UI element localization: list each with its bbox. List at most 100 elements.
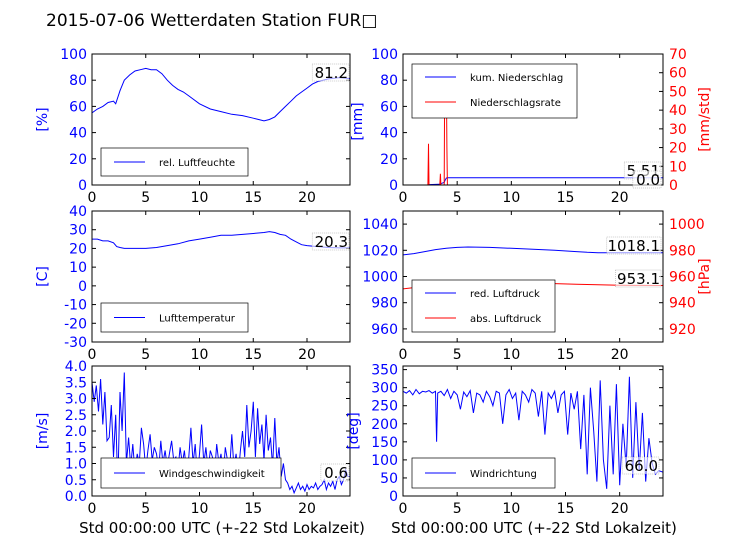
y-right-tick-label: 60 (669, 66, 687, 82)
y-tick-label: 1.0 (65, 457, 87, 473)
y-right-axis-label: [hPa] (697, 258, 713, 294)
last-value-box (606, 236, 662, 255)
y-tick-label: 100 (371, 47, 398, 63)
y-right-tick-label: 920 (669, 322, 696, 338)
y-right-tick-label: 70 (669, 47, 687, 63)
series-line-precip-1 (403, 68, 663, 185)
y-right-tick-label: 940 (669, 296, 696, 312)
y-right-tick-label: 10 (669, 159, 687, 175)
y-axis-label: [deg] (346, 412, 362, 449)
series-line-pressure-0 (403, 246, 663, 256)
y-right-tick-label: 980 (669, 243, 696, 259)
y-tick-label: 150 (371, 435, 398, 451)
y-right-tick-label: 20 (669, 141, 687, 157)
last-value-label: 0.0 (636, 171, 660, 189)
y-tick-label: 60 (380, 99, 398, 115)
last-value-box (311, 232, 350, 251)
y-tick-label: -20 (64, 316, 87, 332)
y-right-tick-label: 1000 (669, 217, 705, 233)
y-tick-label: 40 (69, 126, 87, 142)
y-right-tick-label: 0 (669, 178, 678, 194)
legend-box (411, 279, 556, 333)
y-axis-label: [mm] (350, 102, 366, 140)
last-value-box (621, 456, 660, 475)
y-axis-label: [%] (35, 107, 51, 131)
last-value-label: 81.2 (315, 64, 348, 82)
y-right-tick-label: 40 (669, 103, 687, 119)
y-right-tick-label: 960 (669, 270, 696, 286)
x-tick-label: 15 (557, 501, 575, 517)
x-tick-label: 0 (88, 501, 97, 517)
y-tick-label: 60 (69, 99, 87, 115)
last-value-label: 66.0 (625, 457, 658, 475)
x-tick-label: 10 (502, 347, 520, 363)
panel-precip: 0 5 10 15 20 0 20 40 60 80 100 0 10 20 30 40 50 60 70 [mm] [… (350, 47, 713, 206)
axes-frame-humidity (91, 53, 351, 186)
series-line-humidity-0 (92, 67, 350, 122)
legend-entry-label: abs. Luftdruck (470, 314, 541, 325)
x-tick-label: 0 (88, 190, 97, 206)
y-tick-label: 0.0 (65, 489, 87, 505)
last-value-box (632, 170, 662, 189)
y-tick-label: 100 (60, 47, 87, 63)
x-tick-label: 0 (88, 347, 97, 363)
y-tick-label: 350 (371, 363, 398, 379)
y-tick-label: -10 (64, 298, 87, 314)
x-tick-label: 0 (399, 501, 408, 517)
x-tick-label: 15 (244, 501, 262, 517)
x-tick-label: 15 (557, 347, 575, 363)
legend-entry-label: Windgeschwindigkeit (159, 469, 265, 480)
x-tick-label: 20 (298, 501, 316, 517)
x-tick-label: 5 (453, 347, 462, 363)
axes-frame-temperature (91, 210, 351, 343)
legend-entry-label: kum. Niederschlag (470, 73, 563, 84)
y-tick-label: 0.5 (65, 473, 87, 489)
x-tick-label: 5 (453, 501, 462, 517)
x-tick-label: 20 (298, 190, 316, 206)
legend-pressure: red. Luftdruck abs. Luftdruck (411, 279, 556, 333)
y-right-tick-label: 50 (669, 84, 687, 100)
y-tick-label: 0 (78, 279, 87, 295)
x-tick-label: 15 (244, 190, 262, 206)
x-tick-label: 10 (502, 501, 520, 517)
x-tick-label: 5 (141, 501, 150, 517)
series-line-temperature-0 (92, 231, 350, 249)
y-tick-label: 980 (371, 296, 398, 312)
panel-pressure: 0 5 10 15 20 960 980 1000 1020 1040 920 940 960 980 10… (362, 210, 713, 363)
legend-entry-label: Niederschlagsrate (470, 98, 561, 109)
y-tick-label: 80 (380, 73, 398, 89)
last-value-box (320, 463, 350, 482)
series-line-winddir-0 (403, 376, 663, 489)
legend-humidity: rel. Luftfeuchte (100, 147, 249, 177)
x-tick-label: 20 (298, 347, 316, 363)
y-tick-label: 0 (389, 178, 398, 194)
last-value-label: 1018.1 (608, 237, 661, 255)
x-tick-label: 0 (399, 190, 408, 206)
panel-temperature: 0 5 10 15 20 -30 -20 -10 0 10 20 30 40 [C] Lufttempera… (35, 204, 351, 363)
panel-humidity: 0 5 10 15 20 0 20 40 60 80 100 [%] rel. Luftfeuchte 8… (35, 47, 351, 206)
y-tick-label: 960 (371, 322, 398, 338)
y-tick-label: 3.0 (65, 392, 87, 408)
legend-entry-label: Lufttemperatur (159, 314, 236, 325)
last-value-label: 0.6 (324, 464, 348, 482)
y-tick-label: 250 (371, 399, 398, 415)
y-tick-label: 20 (69, 152, 87, 168)
y-axis-label: [C] (35, 266, 51, 287)
x-tick-label: 15 (557, 190, 575, 206)
x-tick-label: 5 (453, 190, 462, 206)
y-tick-label: 50 (380, 471, 398, 487)
legend-windspeed: Windgeschwindigkeit (100, 457, 282, 489)
y-tick-label: 20 (380, 152, 398, 168)
x-tick-label: 10 (191, 347, 209, 363)
x-axis-label: Std 00:00:00 UTC (+-22 Std Lokalzeit) (79, 519, 365, 537)
y-tick-label: 1040 (362, 217, 398, 233)
x-tick-label: 10 (502, 190, 520, 206)
y-tick-label: 0 (78, 178, 87, 194)
y-right-tick-label: 30 (669, 122, 687, 138)
last-value-label: 953.1 (617, 270, 660, 288)
x-tick-label: 15 (244, 347, 262, 363)
y-tick-label: 1000 (362, 270, 398, 286)
y-tick-label: 3.5 (65, 375, 87, 391)
